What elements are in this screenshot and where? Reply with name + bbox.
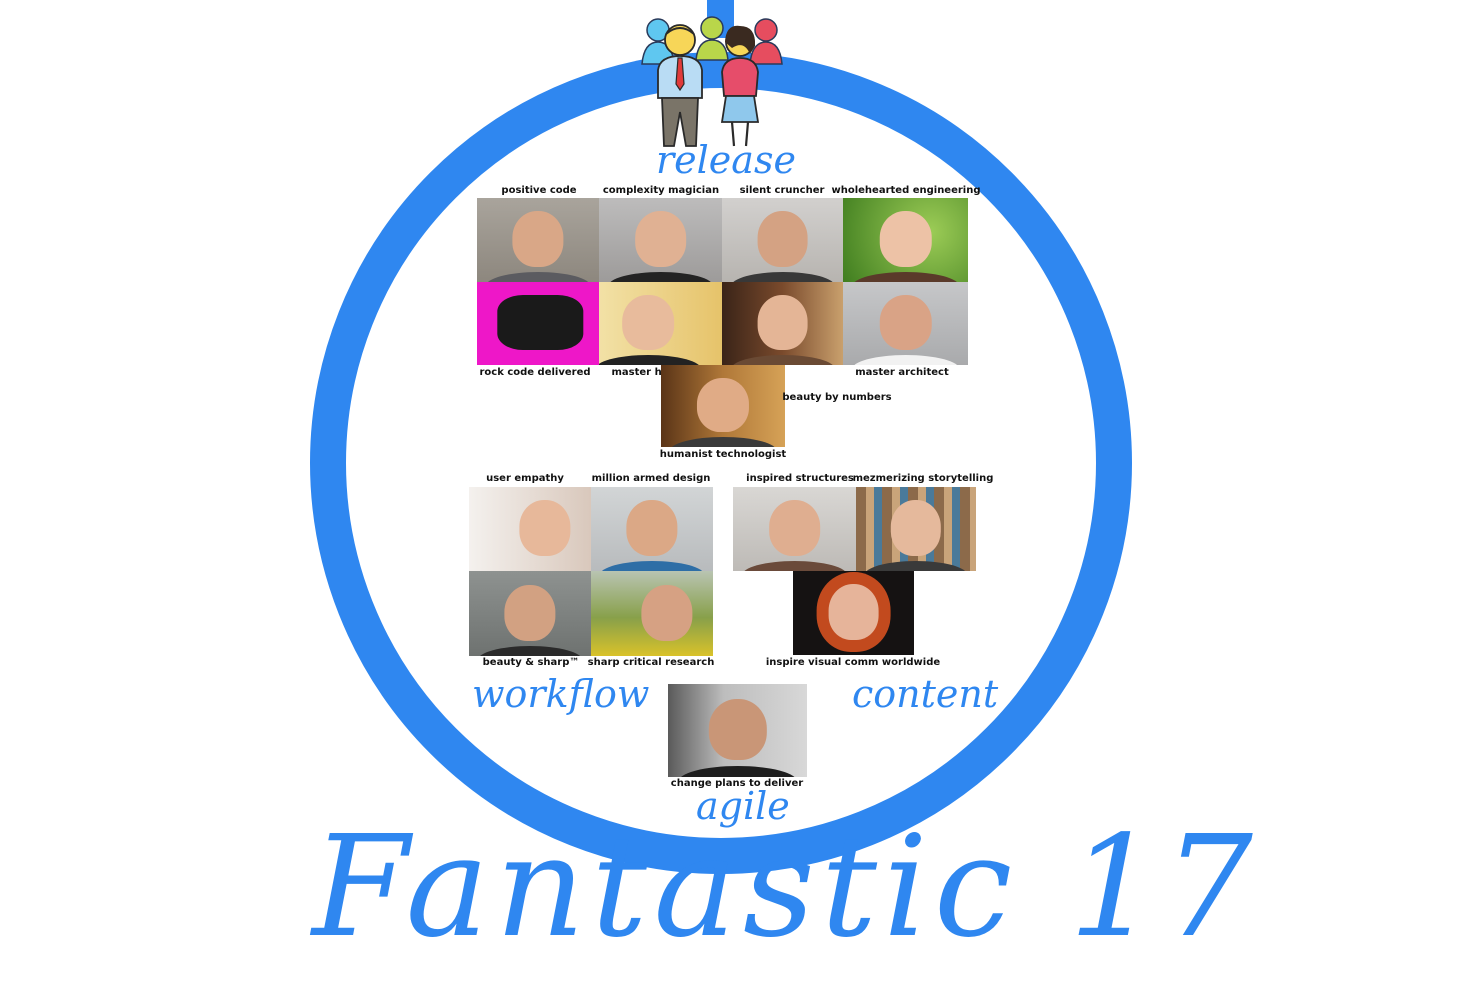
member-photo <box>722 198 843 282</box>
member-photo <box>469 487 591 571</box>
member-label: beauty by numbers <box>782 392 892 403</box>
member-label: complexity magician <box>602 185 720 196</box>
member-photo <box>477 282 599 365</box>
member-label: silent cruncher <box>739 185 825 196</box>
two-people-team-icon <box>641 16 783 147</box>
member-label: beauty & sharp™ <box>482 657 580 668</box>
member-label: user empathy <box>486 473 564 484</box>
section-release-heading: release <box>656 138 796 182</box>
member-photo <box>591 571 713 656</box>
member-photo <box>733 487 856 571</box>
member-photo <box>661 365 785 447</box>
page-title: Fantastic 17 <box>312 806 1259 969</box>
section-content-heading: content <box>852 672 999 716</box>
member-label: wholehearted engineering <box>831 185 981 196</box>
member-photo <box>793 571 914 655</box>
member-label: inspire visual comm worldwide <box>765 657 941 668</box>
member-photo <box>599 282 722 365</box>
member-photo <box>843 282 968 365</box>
member-photo <box>591 487 713 571</box>
member-label: million armed design <box>591 473 711 484</box>
member-photo <box>668 684 807 777</box>
member-label: sharp critical research <box>587 657 715 668</box>
member-label: master architect <box>855 367 949 378</box>
member-photo <box>843 198 968 282</box>
member-label: rock code delivered <box>479 367 591 378</box>
member-label: change plans to deliver <box>670 778 804 789</box>
section-workflow-heading: workflow <box>472 672 650 716</box>
member-label: humanist technologist <box>659 449 787 460</box>
member-photo <box>469 571 591 656</box>
member-photo <box>599 198 722 282</box>
member-label: positive code <box>501 185 577 196</box>
member-photo <box>722 282 843 365</box>
section-agile-heading: agile <box>696 784 790 828</box>
member-photo <box>856 487 976 571</box>
member-photo <box>477 198 599 282</box>
member-label: inspired structures <box>746 473 854 484</box>
member-label: master hacker <box>611 367 693 378</box>
member-label: mezmerizing storytelling <box>852 473 994 484</box>
